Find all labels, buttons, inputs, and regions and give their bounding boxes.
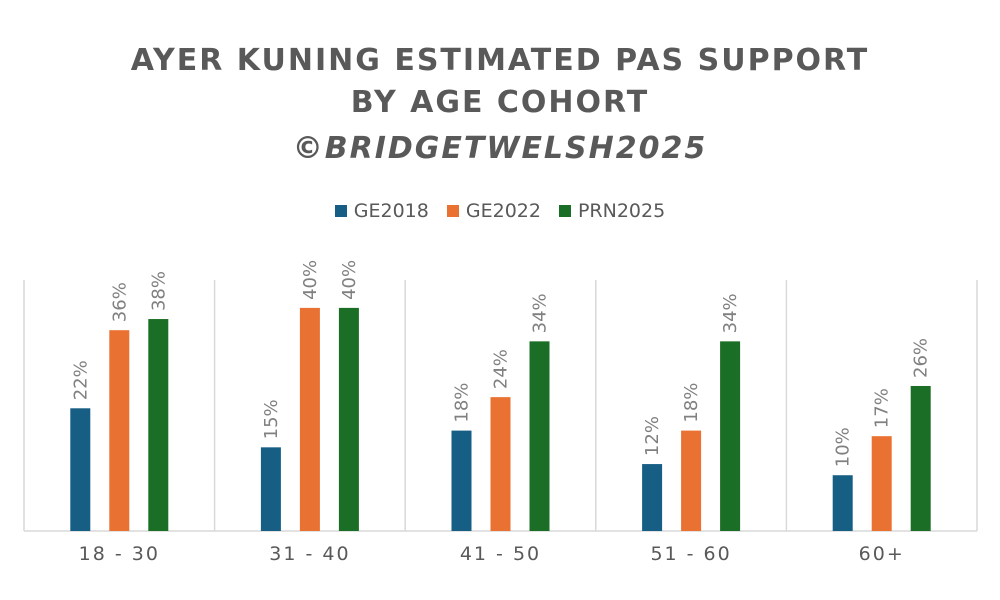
legend-swatch <box>558 205 571 217</box>
data-label: 34% <box>720 293 741 333</box>
bar-ge2022 <box>681 430 702 531</box>
chart-title-copyright: ©BRIDGETWELSH2025 <box>292 131 708 166</box>
legend-swatch <box>446 205 459 217</box>
bar-ge2022 <box>109 330 130 531</box>
chart-title-line-2: BY AGE COHORT <box>350 85 650 120</box>
data-label: 34% <box>530 293 551 333</box>
data-label: 26% <box>911 338 932 378</box>
x-tick-label: 41 - 50 <box>460 543 541 565</box>
data-label: 10% <box>833 427 854 467</box>
data-label: 38% <box>148 271 169 311</box>
bar-ge2018 <box>832 475 853 531</box>
bar-prn2025 <box>338 307 359 531</box>
bar-prn2025 <box>720 341 741 531</box>
legend-label: GE2022 <box>465 200 541 222</box>
legend-item-ge2018: GE2018 <box>334 200 429 222</box>
bar-prn2025 <box>148 319 169 531</box>
data-label: 40% <box>339 260 360 300</box>
bar-prn2025 <box>910 385 931 531</box>
bar-ge2022 <box>871 436 892 531</box>
legend-item-prn2025: PRN2025 <box>558 200 666 222</box>
data-label: 18% <box>681 383 702 423</box>
bar-ge2022 <box>299 307 320 531</box>
data-label: 40% <box>300 260 321 300</box>
legend: GE2018 GE2022 PRN2025 <box>0 200 1000 222</box>
bar-ge2022 <box>490 397 511 531</box>
legend-item-ge2022: GE2022 <box>446 200 541 222</box>
data-label: 18% <box>452 383 473 423</box>
legend-label: PRN2025 <box>577 200 666 222</box>
bar-prn2025 <box>529 341 550 531</box>
x-tick-label: 31 - 40 <box>269 543 350 565</box>
data-label: 24% <box>491 349 512 389</box>
data-label: 22% <box>70 360 91 400</box>
legend-label: GE2018 <box>353 200 429 222</box>
x-tick-label: 51 - 60 <box>650 543 731 565</box>
bar-ge2018 <box>642 464 663 531</box>
bar-ge2018 <box>451 430 472 531</box>
legend-swatch <box>334 205 347 217</box>
bar-ge2018 <box>70 408 91 531</box>
bar-ge2018 <box>260 447 281 531</box>
data-label: 36% <box>109 282 130 322</box>
x-tick-label: 18 - 30 <box>79 543 160 565</box>
data-label: 12% <box>642 416 663 456</box>
chart-title-line-1: AYER KUNING ESTIMATED PAS SUPPORT <box>130 43 870 78</box>
data-label: 15% <box>261 399 282 439</box>
x-tick-label: 60+ <box>859 543 905 565</box>
data-label: 17% <box>872 388 893 428</box>
